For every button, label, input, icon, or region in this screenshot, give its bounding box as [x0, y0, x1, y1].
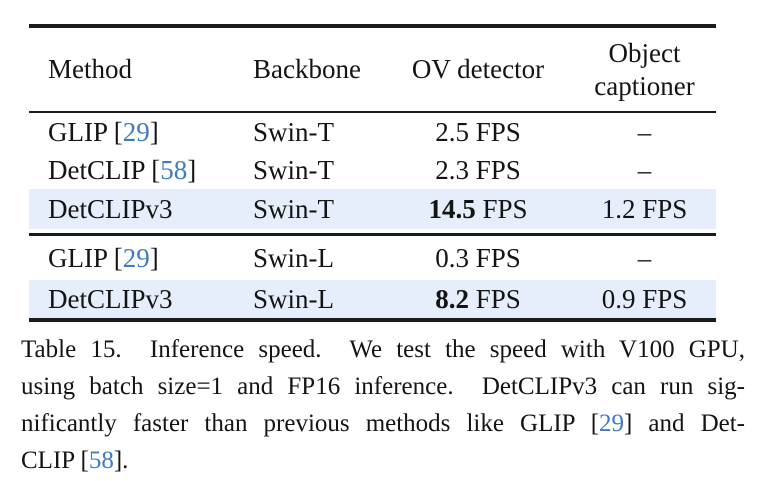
ov-value: 2.3 FPS: [435, 154, 521, 185]
ov-value: FPS: [468, 283, 521, 314]
header-method: Method: [48, 54, 132, 84]
caption-line: Table 15. Inference speed. We test the s…: [21, 336, 745, 363]
ov-bold-value: 8.2: [435, 283, 469, 314]
citation-link[interactable]: 29: [122, 242, 150, 273]
header-backbone: Backbone: [253, 54, 361, 84]
citation-link[interactable]: 58: [160, 154, 188, 185]
ov-value: 0.3 FPS: [435, 242, 521, 273]
ov-detector-cell: 2.3 FPS: [383, 155, 573, 186]
method-name: GLIP [: [48, 116, 123, 147]
method-name: GLIP [: [48, 242, 123, 273]
method-cell: DetCLIP [58]: [29, 155, 235, 186]
table-caption: Table 15. Inference speed. We test the s…: [21, 331, 745, 479]
backbone-cell: Swin-T: [253, 193, 334, 224]
table-top-rule: [29, 24, 716, 28]
header-object-captioner: Object captioner: [594, 38, 695, 101]
method-name: DetCLIP [: [48, 154, 161, 185]
caption-text: ].: [113, 447, 129, 474]
ov-detector-cell: 2.5 FPS: [383, 117, 573, 148]
citation-link[interactable]: 29: [122, 116, 150, 147]
ov-value: FPS: [475, 193, 528, 224]
method-cell: GLIP [29]: [29, 117, 235, 148]
ov-detector-cell: 0.3 FPS: [383, 243, 573, 274]
backbone-cell: Swin-T: [253, 116, 334, 147]
backbone-cell: Swin-L: [253, 283, 334, 314]
header-ov-detector: OV detector: [411, 54, 545, 84]
table-mid-rule: [29, 233, 716, 236]
caption-line: nificantly faster than previous methods …: [21, 405, 745, 442]
table-header-row: Method Backbone OV detector Object capti…: [29, 28, 716, 111]
object-captioner-cell: 0.9 FPS: [601, 283, 688, 314]
table-row: GLIP [29] Swin-T 2.5 FPS –: [29, 113, 716, 151]
backbone-cell: Swin-L: [253, 242, 334, 273]
caption-line: using batch size=1 and FP16 inference. D…: [21, 373, 745, 400]
ov-detector-cell: 14.5 FPS: [383, 194, 573, 225]
caption-text: CLIP [: [21, 447, 89, 474]
table-row-highlighted: DetCLIPv3 Swin-T 14.5 FPS 1.2 FPS: [29, 189, 716, 229]
citation-bracket: ]: [149, 116, 159, 147]
backbone-cell: Swin-T: [253, 154, 334, 185]
caption-text: ] and Det-: [624, 410, 745, 437]
citation-bracket: ]: [187, 154, 197, 185]
method-cell: GLIP [29]: [29, 243, 235, 274]
object-captioner-cell: –: [637, 116, 652, 147]
object-captioner-cell: 1.2 FPS: [601, 193, 688, 224]
table-row: GLIP [29] Swin-L 0.3 FPS –: [29, 236, 716, 280]
results-table: Method Backbone OV detector Object capti…: [29, 24, 716, 322]
table-bottom-rule: [29, 318, 716, 322]
table-header-rule: [29, 111, 716, 113]
ov-bold-value: 14.5: [428, 193, 476, 224]
caption-line: CLIP [58].: [21, 442, 745, 479]
object-captioner-cell: –: [637, 154, 652, 185]
object-captioner-cell: –: [637, 242, 652, 273]
method-name: DetCLIPv3: [48, 283, 173, 314]
ov-detector-cell: 8.2 FPS: [383, 284, 573, 315]
table-row: DetCLIP [58] Swin-T 2.3 FPS –: [29, 151, 716, 189]
table-row-highlighted: DetCLIPv3 Swin-L 8.2 FPS 0.9 FPS: [29, 280, 716, 318]
method-cell: DetCLIPv3: [29, 284, 235, 315]
citation-link[interactable]: 58: [88, 447, 114, 474]
citation-bracket: ]: [149, 242, 159, 273]
citation-link[interactable]: 29: [599, 410, 625, 437]
method-name: DetCLIPv3: [48, 193, 173, 224]
ov-value: 2.5 FPS: [435, 116, 521, 147]
caption-text: nificantly faster than previous methods …: [21, 410, 600, 437]
method-cell: DetCLIPv3: [29, 194, 235, 225]
